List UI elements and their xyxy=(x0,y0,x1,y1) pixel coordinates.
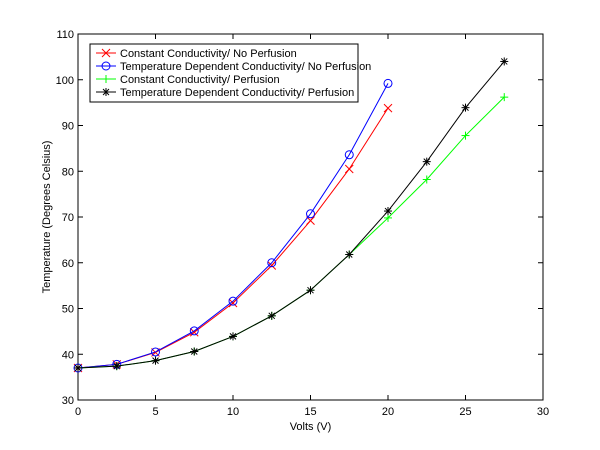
data-point xyxy=(306,216,315,226)
data-point xyxy=(112,362,121,371)
data-point xyxy=(306,286,315,295)
y-tick-label: 90 xyxy=(62,121,74,133)
x-tick-label: 5 xyxy=(152,406,158,418)
x-tick-label: 15 xyxy=(304,406,316,418)
legend-box xyxy=(89,43,359,103)
data-point xyxy=(383,78,393,88)
series-2 xyxy=(73,78,393,373)
legend-item: Temperature Dependent Conductivity/ Perf… xyxy=(96,87,354,99)
data-point xyxy=(228,296,238,306)
data-point xyxy=(384,213,392,222)
data-point xyxy=(500,57,509,66)
data-point xyxy=(383,103,393,113)
y-axis-label: Temperature (Degrees Celsius) xyxy=(41,141,53,294)
y-tick-label: 100 xyxy=(56,75,74,87)
legend-marker xyxy=(101,48,111,58)
legend: Constant Conductivity/ No PerfusionTempe… xyxy=(89,43,371,103)
data-point xyxy=(267,311,276,320)
x-tick-label: 25 xyxy=(459,406,471,418)
data-point xyxy=(306,209,315,219)
data-point xyxy=(190,347,199,356)
data-point xyxy=(344,164,354,174)
y-tick-label: 70 xyxy=(62,212,74,224)
y-tick-label: 80 xyxy=(62,166,74,178)
data-point xyxy=(345,250,354,259)
x-tick-label: 30 xyxy=(537,406,549,418)
series-line xyxy=(77,61,505,369)
data-point xyxy=(74,363,82,372)
x-tick-label: 0 xyxy=(75,406,81,418)
x-tick-label: 10 xyxy=(227,406,239,418)
data-point xyxy=(228,298,238,308)
legend-label: Constant Conductivity/ Perfusion xyxy=(120,74,280,86)
legend-marker xyxy=(102,88,110,96)
data-point xyxy=(189,326,199,336)
legend-label: Temperature Dependent Conductivity/ No P… xyxy=(120,61,371,73)
data-point xyxy=(384,207,392,216)
data-point xyxy=(500,93,509,102)
data-point xyxy=(151,347,160,357)
series-line xyxy=(77,83,389,369)
x-tick-label: 20 xyxy=(382,406,394,418)
legend-item: Temperature Dependent Conductivity/ No P… xyxy=(96,61,371,73)
legend-label: Temperature Dependent Conductivity/ Perf… xyxy=(120,87,354,99)
y-tick-label: 60 xyxy=(62,258,74,270)
legend-marker xyxy=(102,75,110,83)
y-tick-label: 30 xyxy=(62,395,74,407)
data-point xyxy=(189,327,199,337)
data-point xyxy=(344,150,354,160)
legend-label: Constant Conductivity/ No Perfusion xyxy=(120,48,297,60)
data-point xyxy=(267,258,277,268)
legend-marker xyxy=(101,61,111,71)
y-tick-label: 50 xyxy=(62,304,74,316)
data-point xyxy=(151,356,160,365)
data-point xyxy=(422,175,431,184)
plot-area: 0 5 10 15 20 25 30 30 40 50 60 70 80 90 100 110 Constant… xyxy=(56,29,549,418)
data-point xyxy=(461,131,470,140)
data-point xyxy=(461,103,470,112)
data-point xyxy=(267,261,277,270)
legend-item: Constant Conductivity/ No Perfusion xyxy=(96,48,297,60)
series-4 xyxy=(74,57,509,372)
x-axis-label: Volts (V) xyxy=(290,421,332,433)
y-tick-label: 40 xyxy=(62,349,74,361)
legend-item: Constant Conductivity/ Perfusion xyxy=(96,74,280,86)
data-point xyxy=(229,332,237,341)
y-tick-label: 110 xyxy=(56,29,74,41)
data-point xyxy=(422,157,431,166)
